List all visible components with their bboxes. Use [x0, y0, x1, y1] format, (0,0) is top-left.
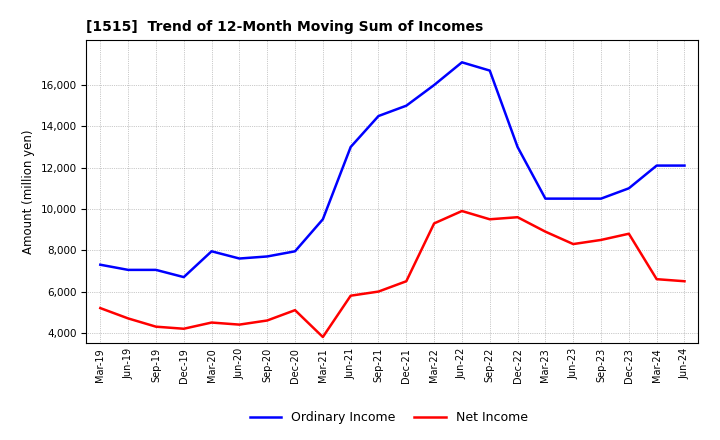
Ordinary Income — [346, 144, 355, 150]
Ordinary Income — [458, 60, 467, 65]
Ordinary Income — [96, 262, 104, 268]
Net Income — [569, 242, 577, 247]
Net Income — [318, 334, 327, 340]
Ordinary Income — [624, 186, 633, 191]
Net Income — [680, 279, 689, 284]
Ordinary Income — [152, 267, 161, 272]
Ordinary Income — [235, 256, 243, 261]
Ordinary Income — [680, 163, 689, 168]
Legend: Ordinary Income, Net Income: Ordinary Income, Net Income — [245, 407, 533, 429]
Text: [1515]  Trend of 12-Month Moving Sum of Incomes: [1515] Trend of 12-Month Moving Sum of I… — [86, 20, 484, 34]
Net Income — [513, 215, 522, 220]
Net Income — [235, 322, 243, 327]
Ordinary Income — [179, 275, 188, 280]
Ordinary Income — [207, 249, 216, 254]
Ordinary Income — [652, 163, 661, 168]
Net Income — [374, 289, 383, 294]
Ordinary Income — [402, 103, 410, 108]
Net Income — [624, 231, 633, 236]
Y-axis label: Amount (million yen): Amount (million yen) — [22, 129, 35, 253]
Line: Ordinary Income: Ordinary Income — [100, 62, 685, 277]
Net Income — [485, 216, 494, 222]
Net Income — [263, 318, 271, 323]
Net Income — [430, 221, 438, 226]
Ordinary Income — [541, 196, 550, 201]
Net Income — [179, 326, 188, 331]
Net Income — [652, 276, 661, 282]
Net Income — [541, 229, 550, 235]
Line: Net Income: Net Income — [100, 211, 685, 337]
Ordinary Income — [569, 196, 577, 201]
Net Income — [458, 209, 467, 214]
Ordinary Income — [124, 267, 132, 272]
Net Income — [152, 324, 161, 329]
Net Income — [291, 308, 300, 313]
Net Income — [124, 316, 132, 321]
Net Income — [597, 237, 606, 242]
Ordinary Income — [513, 144, 522, 150]
Net Income — [346, 293, 355, 298]
Net Income — [207, 320, 216, 325]
Net Income — [402, 279, 410, 284]
Ordinary Income — [430, 82, 438, 88]
Ordinary Income — [597, 196, 606, 201]
Ordinary Income — [263, 254, 271, 259]
Ordinary Income — [485, 68, 494, 73]
Net Income — [96, 305, 104, 311]
Ordinary Income — [374, 114, 383, 119]
Ordinary Income — [318, 216, 327, 222]
Ordinary Income — [291, 249, 300, 254]
